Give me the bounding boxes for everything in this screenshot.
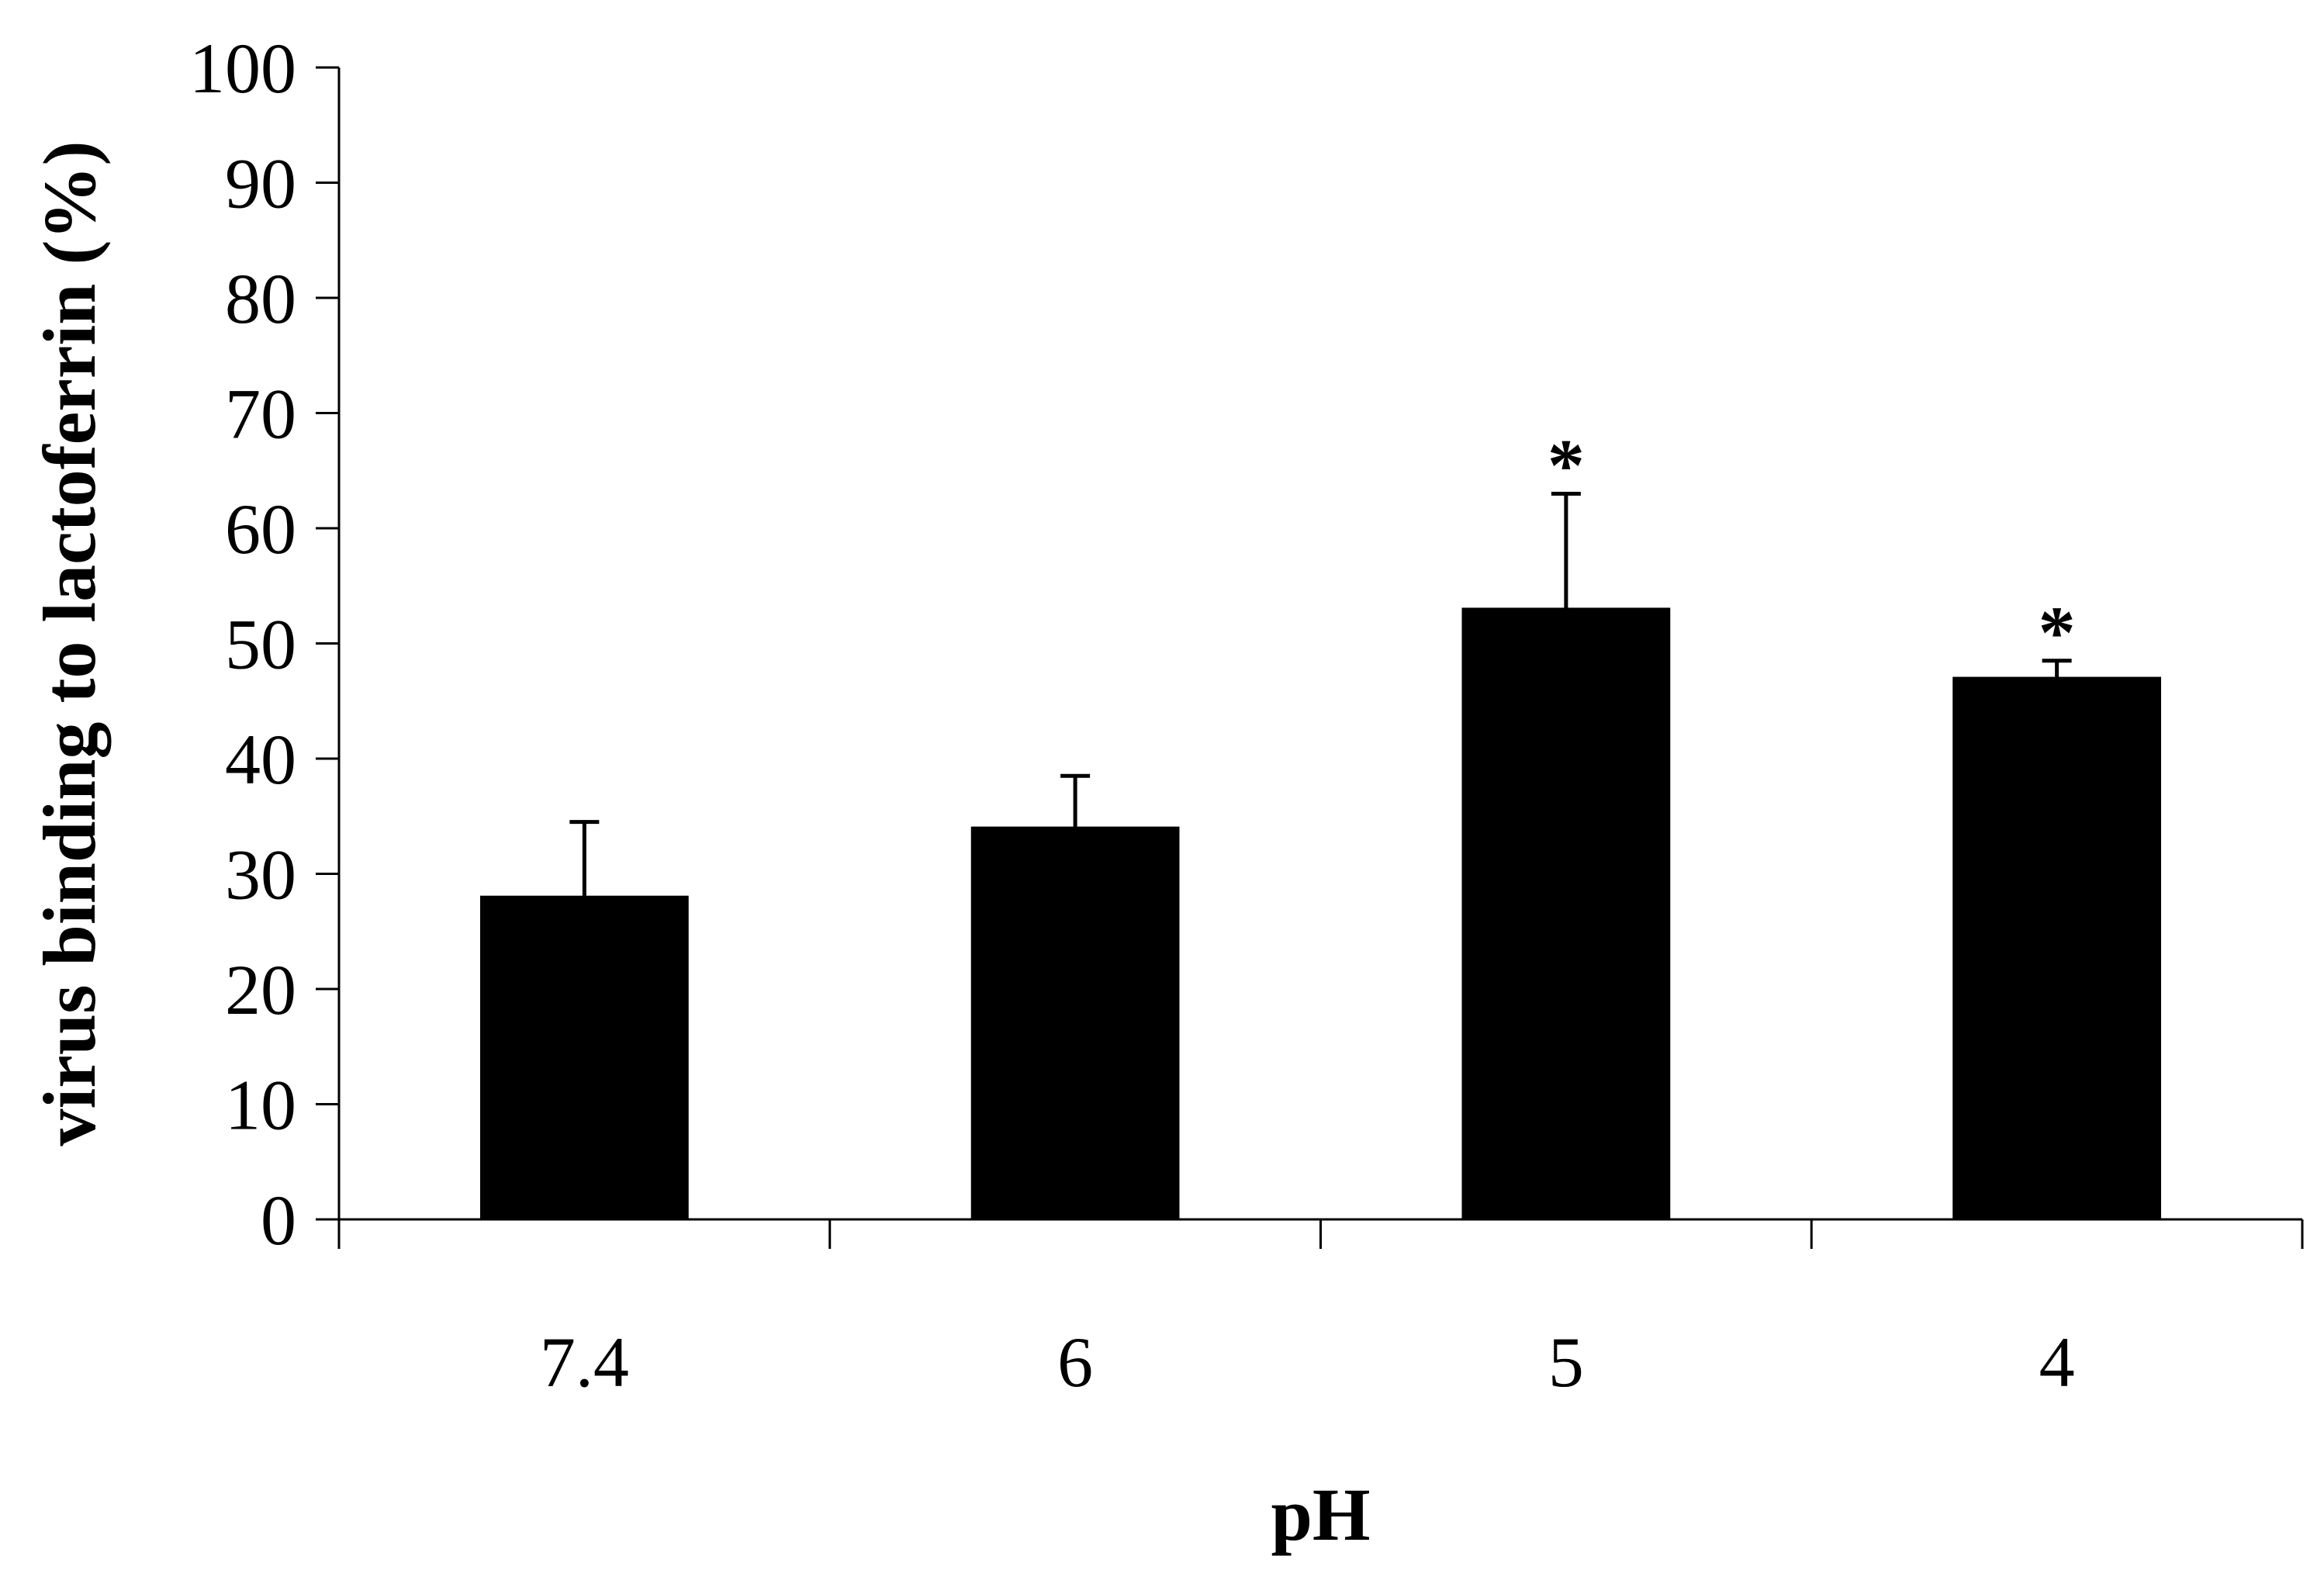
- bar-ph-7.4: [479, 895, 689, 1221]
- y-tick-label: 80: [225, 259, 296, 338]
- y-axis-ticks: 0 10 20 30 40 50 60 70 80 90 100: [189, 29, 339, 1260]
- significance-star: *: [1548, 424, 1585, 507]
- y-tick-label: 70: [225, 375, 296, 454]
- bar-ph-6: [970, 826, 1180, 1221]
- y-axis-title: virus binding to lactoferrin (%): [28, 141, 111, 1146]
- y-tick-label: 90: [225, 144, 296, 223]
- bar-ph-5: [1461, 607, 1671, 1221]
- bar-ph-4: [1952, 676, 2162, 1221]
- bars-group: [479, 607, 2162, 1221]
- x-tick-label: 4: [2039, 1323, 2075, 1402]
- y-tick-label: 60: [225, 489, 296, 569]
- y-tick-label: 10: [225, 1066, 296, 1145]
- x-axis-ticks: 7.4 6 5 4: [337, 1219, 2304, 1402]
- significance-markers: **: [1548, 424, 2076, 673]
- error-bars-group: [569, 491, 2072, 897]
- y-tick-label: 20: [225, 950, 296, 1029]
- y-tick-label: 40: [225, 720, 296, 799]
- significance-star: *: [2039, 591, 2076, 674]
- y-tick-label: 100: [189, 29, 296, 108]
- y-tick-label: 30: [225, 835, 296, 915]
- x-tick-label: 6: [1057, 1323, 1093, 1402]
- y-tick-label: 50: [225, 605, 296, 684]
- x-tick-label: 5: [1548, 1323, 1584, 1402]
- x-axis-title: pH: [1271, 1473, 1370, 1556]
- x-tick-label: 7.4: [540, 1323, 629, 1402]
- y-tick-label: 0: [261, 1181, 296, 1260]
